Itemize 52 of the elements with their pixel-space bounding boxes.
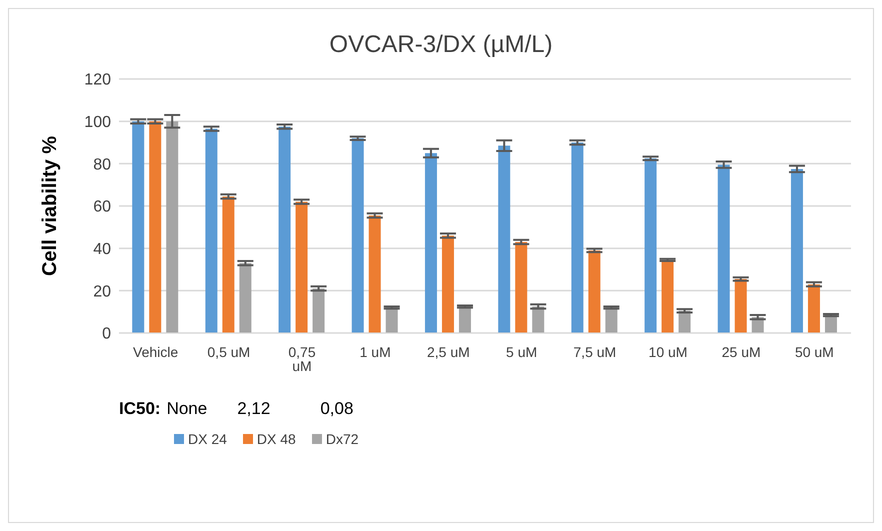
text: 0,08	[320, 399, 354, 419]
text: None	[166, 399, 208, 419]
bar	[424, 153, 437, 333]
x-tick-label: 10 uM	[648, 344, 688, 360]
x-tick-label: 0,5 uM	[207, 344, 250, 360]
bar	[205, 128, 218, 333]
y-tick-label: 0	[102, 326, 112, 343]
y-tick-label: 60	[93, 198, 112, 216]
legend-label: DX 24	[187, 431, 227, 447]
x-tick-label: 0,75 uM	[288, 344, 316, 374]
y-axis-title: Cell viability %	[39, 136, 62, 276]
bar	[386, 308, 398, 333]
x-tick-label: 50 uM	[794, 344, 834, 360]
x-tick-label: 2,5 uM	[426, 344, 470, 360]
bar	[368, 216, 381, 333]
y-tick-label: 120	[84, 72, 112, 89]
bar	[296, 202, 308, 333]
bar	[498, 146, 510, 333]
x-tick-label: 7,5 uM	[573, 344, 616, 360]
bar	[278, 126, 291, 333]
x-tick-label: Vehicle	[133, 344, 178, 360]
bar	[222, 196, 234, 333]
bar	[442, 236, 454, 333]
bar	[352, 138, 364, 333]
chart-title: OVCAR-3/DX (µM/L)	[328, 31, 554, 59]
y-tick-label: 20	[93, 283, 112, 300]
legend-label: DX 48	[256, 431, 296, 447]
bar	[790, 168, 803, 333]
text: IC50:	[119, 399, 161, 419]
bar	[605, 308, 618, 333]
bar	[515, 242, 528, 333]
bar	[166, 121, 178, 333]
bar	[532, 306, 544, 333]
bar	[239, 263, 252, 333]
bar	[588, 250, 600, 333]
bar	[644, 158, 657, 333]
text: 2,12	[237, 399, 270, 419]
y-tick-label: 80	[93, 156, 112, 174]
bar	[718, 164, 730, 333]
x-tick-label: 5 uM	[506, 344, 538, 360]
x-tick-label: 1 uM	[360, 344, 391, 360]
bar	[149, 121, 162, 333]
y-tick-label: 40	[93, 241, 112, 258]
x-tick-label: 25 uM	[722, 344, 761, 360]
bar	[734, 279, 747, 333]
bar	[132, 121, 144, 333]
bar	[458, 306, 471, 333]
y-tick-label: 100	[84, 114, 112, 132]
bar	[312, 288, 325, 333]
bar	[808, 284, 820, 333]
bar	[571, 142, 584, 333]
legend-label: Dx72	[324, 431, 359, 447]
